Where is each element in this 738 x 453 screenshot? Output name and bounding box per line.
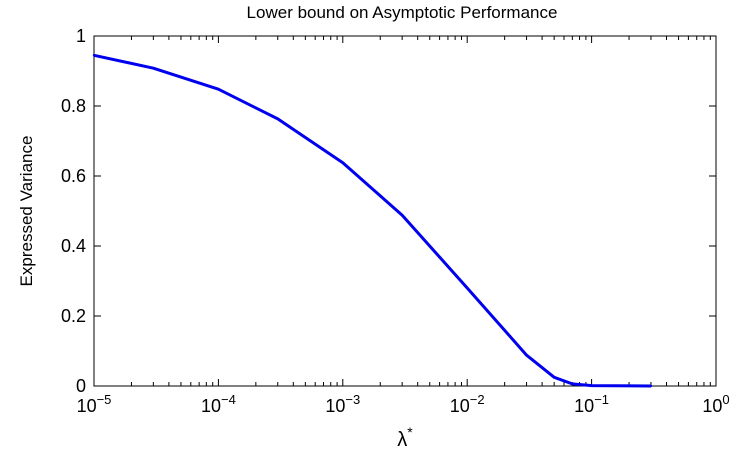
y-tick-label: 0.4 bbox=[61, 236, 86, 256]
x-tick-label-base: 10 bbox=[450, 396, 470, 416]
x-tick-label-exponent: −5 bbox=[97, 392, 112, 407]
chart-title: Lower bound on Asymptotic Performance bbox=[247, 3, 558, 22]
data-point bbox=[649, 384, 653, 388]
data-point bbox=[590, 384, 593, 387]
x-tick-label: 100 bbox=[702, 392, 729, 416]
series-line bbox=[93, 53, 652, 388]
y-tick-labels: 0 0.2 0.4 0.6 0.8 1 bbox=[61, 26, 86, 396]
x-tick-label-base: 10 bbox=[702, 396, 722, 416]
data-point bbox=[400, 214, 404, 217]
x-axis-label-superscript: * bbox=[407, 424, 413, 440]
x-tick-label-exponent: −3 bbox=[345, 392, 360, 407]
y-axis-label: Expressed Variance bbox=[17, 136, 36, 287]
data-point bbox=[552, 376, 556, 379]
x-tick-label-exponent: −4 bbox=[221, 392, 236, 407]
x-tick-label-base: 10 bbox=[77, 396, 97, 416]
data-point bbox=[571, 382, 574, 386]
data-point bbox=[341, 161, 344, 164]
x-axis-label-main: λ bbox=[397, 429, 407, 451]
y-tick-label: 0.6 bbox=[61, 166, 86, 186]
y-tick-label: 0.8 bbox=[61, 96, 86, 116]
x-tick-label-base: 10 bbox=[574, 396, 594, 416]
y-tick-label: 0.2 bbox=[61, 306, 86, 326]
data-point bbox=[276, 117, 279, 121]
data-point bbox=[525, 354, 528, 357]
y-tick-label: 0 bbox=[76, 376, 86, 396]
series-lines bbox=[92, 53, 653, 388]
x-tick-label-exponent: −2 bbox=[470, 392, 485, 407]
plot-area bbox=[93, 35, 717, 387]
x-axis-label: λ* bbox=[397, 424, 413, 451]
data-point bbox=[217, 88, 220, 91]
x-tick-label: 10−3 bbox=[325, 392, 360, 416]
x-tick-label: 10−1 bbox=[574, 392, 609, 416]
x-tick-label-exponent: 0 bbox=[722, 392, 729, 407]
x-tick-label-base: 10 bbox=[201, 396, 221, 416]
x-tick-labels: 10−5 10−4 10−3 10−2 10−1 100 bbox=[77, 392, 730, 416]
x-tick-label: 10−4 bbox=[201, 392, 236, 416]
x-tick-label: 10−5 bbox=[77, 392, 112, 416]
data-point bbox=[92, 54, 96, 57]
x-tick-label-base: 10 bbox=[325, 396, 345, 416]
data-point bbox=[466, 286, 469, 290]
data-point bbox=[152, 67, 155, 70]
y-tick-label: 1 bbox=[76, 26, 86, 46]
x-tick-label: 10−2 bbox=[450, 392, 485, 416]
x-tick-label-exponent: −1 bbox=[594, 392, 609, 407]
